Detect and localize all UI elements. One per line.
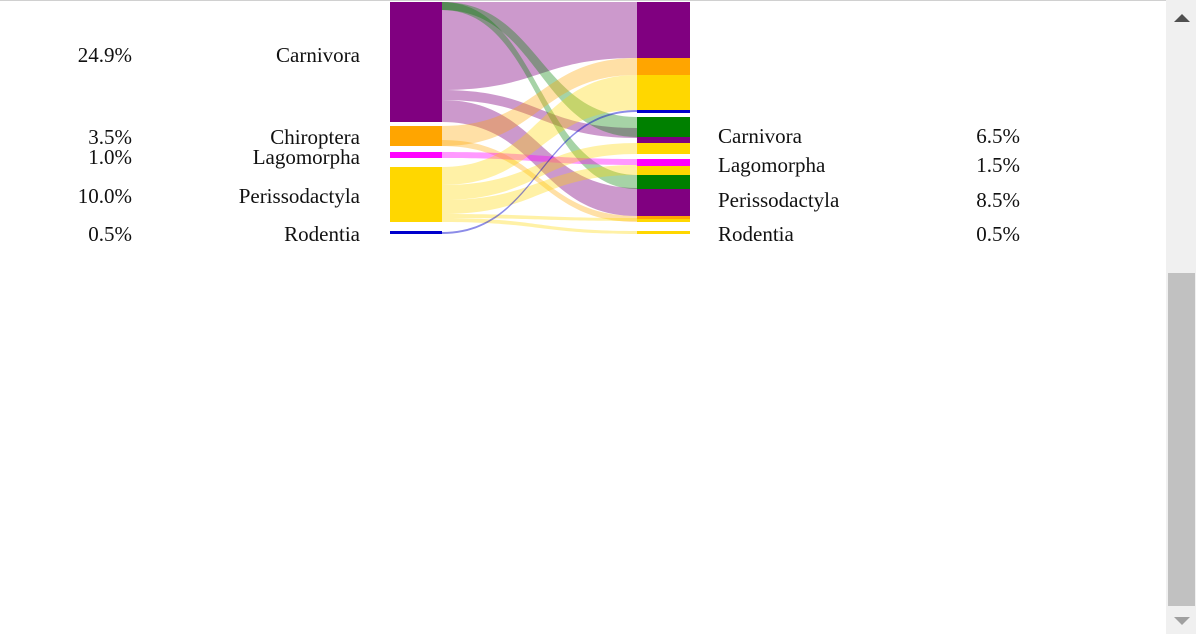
node-left-rodentia [390, 231, 442, 234]
right-label-carnivora: Carnivora [718, 124, 802, 148]
link-chiroptera-a [442, 58, 637, 146]
left-percent-rodentia: 0.5% [88, 222, 132, 246]
node-right-chiroptera [637, 58, 690, 75]
right-percent-lagomorpha: 1.5% [976, 153, 1020, 177]
scroll-up-arrow-icon[interactable] [1174, 14, 1190, 22]
node-right-lagomorpha [637, 159, 690, 166]
link-carnivora-bottom [442, 100, 637, 216]
link-green-a [442, 2, 637, 137]
node-left-perissodactyla [390, 167, 442, 222]
link-rodentia [442, 110, 637, 234]
link-carnivora-top [442, 2, 637, 90]
link-carnivora-lower [442, 90, 637, 138]
left-percent-lagomorpha: 1.0% [88, 145, 132, 169]
node-right-perissodactyla-c [637, 166, 690, 175]
node-right-green-b [637, 175, 690, 189]
link-lagomorpha [442, 152, 637, 165]
link-perissodactyla-b [442, 143, 637, 200]
link-perissodactyla-c [442, 165, 637, 214]
node-right-perissodactyla-d [637, 219, 690, 222]
node-right-carnivora-top [637, 2, 690, 58]
left-percent-chiroptera: 3.5% [88, 125, 132, 149]
node-left-lagomorpha [390, 152, 442, 158]
node-right-chiroptera-bottom [637, 216, 690, 219]
node-right-green-a [637, 117, 690, 137]
scrollbar-thumb[interactable] [1168, 273, 1195, 606]
left-label-carnivora: Carnivora [276, 43, 360, 67]
link-perissodactyla-d [442, 214, 637, 221]
right-percent-carnivora: 6.5% [976, 124, 1020, 148]
link-chiroptera-b [442, 140, 637, 222]
node-right-perissodactyla-b [637, 143, 690, 154]
node-right-perissodactyla-a [637, 75, 690, 110]
link-perissodactyla-a [442, 75, 637, 185]
node-right-carnivora-mid [637, 137, 690, 143]
node-left-carnivora [390, 2, 442, 122]
left-label-chiroptera: Chiroptera [270, 125, 360, 149]
left-label-rodentia: Rodentia [284, 222, 360, 246]
right-label-lagomorpha: Lagomorpha [718, 153, 826, 177]
sankey-diagram [390, 2, 690, 234]
link-perissodactyla-e [442, 218, 637, 234]
node-right-rodentia-bottom [637, 231, 690, 234]
node-left-chiroptera [390, 126, 442, 146]
link-green-b [442, 2, 637, 189]
right-label-perissodactyla: Perissodactyla [718, 188, 840, 212]
right-label-rodentia: Rodentia [718, 222, 794, 246]
scroll-down-arrow-icon[interactable] [1174, 617, 1190, 625]
left-label-perissodactyla: Perissodactyla [238, 184, 360, 208]
node-right-carnivora-bottom [637, 189, 690, 216]
left-percent-carnivora: 24.9% [77, 43, 132, 67]
node-right-rodentia [637, 110, 690, 113]
right-percent-rodentia: 0.5% [976, 222, 1020, 246]
left-percent-perissodactyla: 10.0% [77, 184, 132, 208]
page-frame [0, 0, 1166, 1]
left-label-lagomorpha: Lagomorpha [252, 145, 360, 169]
right-percent-perissodactyla: 8.5% [976, 188, 1020, 212]
